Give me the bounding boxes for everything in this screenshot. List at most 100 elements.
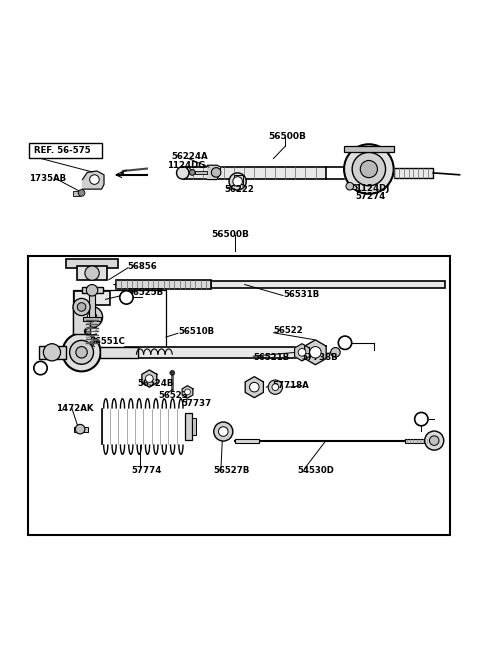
Bar [82, 288, 103, 293]
Text: A: A [342, 338, 348, 347]
Bar [89, 295, 96, 319]
Polygon shape [305, 340, 326, 365]
Bar [73, 305, 90, 334]
Circle shape [85, 266, 99, 280]
Circle shape [76, 346, 87, 358]
Text: 56551C: 56551C [90, 337, 126, 346]
Circle shape [268, 380, 282, 394]
Bar [211, 281, 445, 288]
Text: 56521B: 56521B [253, 353, 289, 362]
Circle shape [82, 307, 103, 328]
Bar [124, 346, 307, 358]
Text: 56531B: 56531B [283, 290, 319, 299]
Text: 56510B: 56510B [178, 327, 214, 336]
Bar [28, 256, 450, 535]
Circle shape [233, 177, 242, 186]
Text: 56856: 56856 [128, 262, 157, 271]
Circle shape [344, 144, 394, 194]
Polygon shape [295, 344, 310, 361]
Bar [185, 413, 192, 440]
Circle shape [415, 413, 428, 426]
Circle shape [214, 422, 233, 441]
Text: 57718A: 57718A [273, 381, 309, 390]
Circle shape [177, 166, 189, 179]
Bar [405, 439, 431, 443]
Circle shape [90, 341, 94, 345]
Circle shape [43, 344, 60, 361]
Circle shape [190, 170, 195, 176]
Circle shape [170, 371, 175, 375]
Text: 56524B: 56524B [137, 379, 174, 388]
Circle shape [229, 173, 246, 190]
Text: 57737: 57737 [182, 400, 212, 408]
Circle shape [78, 189, 85, 196]
Circle shape [70, 341, 94, 364]
Text: 57774: 57774 [131, 466, 162, 475]
Circle shape [211, 168, 221, 177]
Text: 56527B: 56527B [214, 466, 250, 475]
Circle shape [250, 383, 259, 392]
Text: B: B [37, 364, 43, 373]
Text: REF. 56-575: REF. 56-575 [34, 146, 90, 155]
Circle shape [218, 427, 228, 436]
Bar [235, 439, 259, 443]
Text: 56224A: 56224A [171, 152, 208, 161]
Bar [116, 280, 211, 289]
Bar [74, 427, 88, 432]
Circle shape [360, 160, 377, 178]
Polygon shape [245, 377, 264, 398]
Circle shape [352, 153, 385, 186]
Text: 54530D: 54530D [297, 466, 334, 475]
Bar [234, 175, 243, 184]
Text: 56523: 56523 [158, 391, 188, 400]
Circle shape [120, 291, 133, 304]
Text: 56222: 56222 [225, 185, 254, 194]
Bar [394, 168, 433, 178]
Bar [195, 171, 206, 174]
Circle shape [338, 336, 352, 350]
Circle shape [346, 183, 354, 190]
Polygon shape [207, 165, 221, 179]
Bar [77, 267, 108, 280]
Circle shape [90, 175, 99, 184]
Circle shape [272, 384, 279, 390]
Circle shape [77, 303, 86, 311]
Polygon shape [142, 370, 157, 387]
Text: 1472AK: 1472AK [56, 404, 94, 413]
Circle shape [331, 348, 340, 357]
Circle shape [62, 333, 101, 371]
Bar [66, 259, 118, 268]
Text: 1735AB: 1735AB [29, 174, 66, 183]
Text: A: A [123, 293, 129, 302]
Bar [73, 191, 80, 196]
Bar [74, 291, 110, 305]
Polygon shape [182, 386, 193, 398]
Bar [192, 418, 196, 435]
Circle shape [298, 348, 306, 356]
Text: 57274: 57274 [356, 192, 386, 201]
Text: 56525B: 56525B [128, 288, 164, 297]
Circle shape [145, 375, 153, 383]
Bar [344, 146, 394, 152]
Text: 56522: 56522 [274, 326, 303, 335]
Circle shape [425, 431, 444, 450]
Circle shape [87, 312, 97, 322]
Circle shape [86, 284, 98, 296]
Circle shape [430, 436, 439, 445]
Text: 56500B: 56500B [211, 230, 249, 239]
Circle shape [73, 299, 90, 316]
Text: 56500B: 56500B [269, 132, 307, 141]
Circle shape [34, 362, 47, 375]
Text: 1124DJ: 1124DJ [355, 184, 389, 193]
Text: 1124DG: 1124DG [168, 160, 206, 170]
Text: 57738B: 57738B [301, 353, 338, 362]
Bar [84, 316, 101, 322]
Bar [183, 167, 326, 179]
Bar [100, 346, 138, 358]
Bar [73, 290, 166, 355]
Circle shape [310, 346, 321, 358]
Polygon shape [83, 171, 104, 189]
Bar [38, 346, 66, 359]
Circle shape [185, 389, 191, 395]
Text: B: B [419, 415, 424, 424]
